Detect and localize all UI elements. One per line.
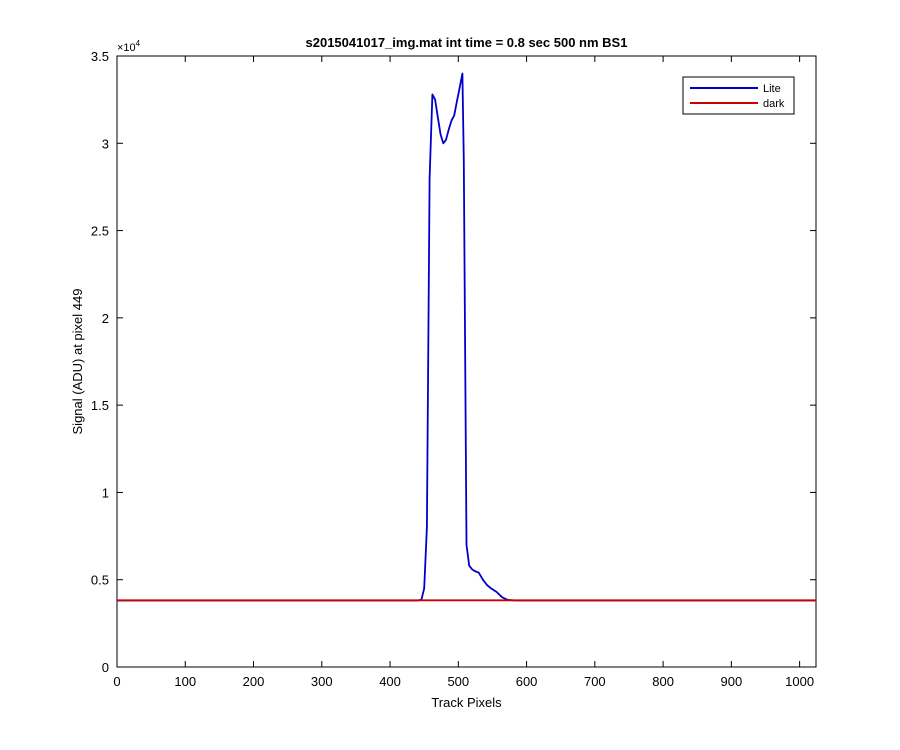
y-axis-multiplier: ×104 — [117, 39, 141, 54]
y-tick-label: 1.5 — [91, 398, 109, 413]
legend-label-lite: Lite — [763, 83, 781, 95]
plot-frame — [116, 55, 817, 668]
y-axis-multiplier-base: ×10 — [117, 42, 136, 54]
y-axis-multiplier-exponent: 4 — [136, 39, 141, 48]
x-tick-label: 0 — [113, 674, 120, 689]
x-tick-label: 700 — [584, 674, 606, 689]
x-tick-label: 400 — [379, 674, 401, 689]
y-axis-label: Signal (ADU) at pixel 449 — [70, 289, 85, 435]
x-axis-label: Track Pixels — [431, 695, 502, 710]
x-tick-label: 500 — [447, 674, 469, 689]
y-tick-label: 0.5 — [91, 573, 109, 588]
y-tick-label: 1 — [102, 485, 109, 500]
legend-label-dark: dark — [763, 98, 785, 110]
plot-area: 0 100 200 300 400 500 600 700 800 900 1000 0 0.5 1 1.… — [91, 49, 817, 689]
x-tick-label: 900 — [721, 674, 743, 689]
x-tick-label: 600 — [516, 674, 538, 689]
chart-title: s2015041017_img.mat int time = 0.8 sec 5… — [306, 35, 628, 50]
x-tick-label: 200 — [243, 674, 265, 689]
x-tick-label: 300 — [311, 674, 333, 689]
y-tick-label: 0 — [102, 660, 109, 675]
y-tick-label: 2.5 — [91, 224, 109, 239]
y-axis-ticks: 0 0.5 1 1.5 2 2.5 3 3.5 — [91, 49, 816, 675]
legend: Lite dark — [682, 76, 795, 115]
x-tick-label: 1000 — [785, 674, 814, 689]
x-tick-label: 100 — [174, 674, 196, 689]
y-tick-label: 3.5 — [91, 49, 109, 64]
series-layer — [117, 72, 816, 602]
y-tick-label: 2 — [102, 311, 109, 326]
x-axis-ticks: 0 100 200 300 400 500 600 700 800 900 1000 — [113, 56, 814, 689]
legend-box — [682, 76, 795, 115]
y-tick-label: 3 — [102, 136, 109, 151]
x-tick-label: 800 — [652, 674, 674, 689]
